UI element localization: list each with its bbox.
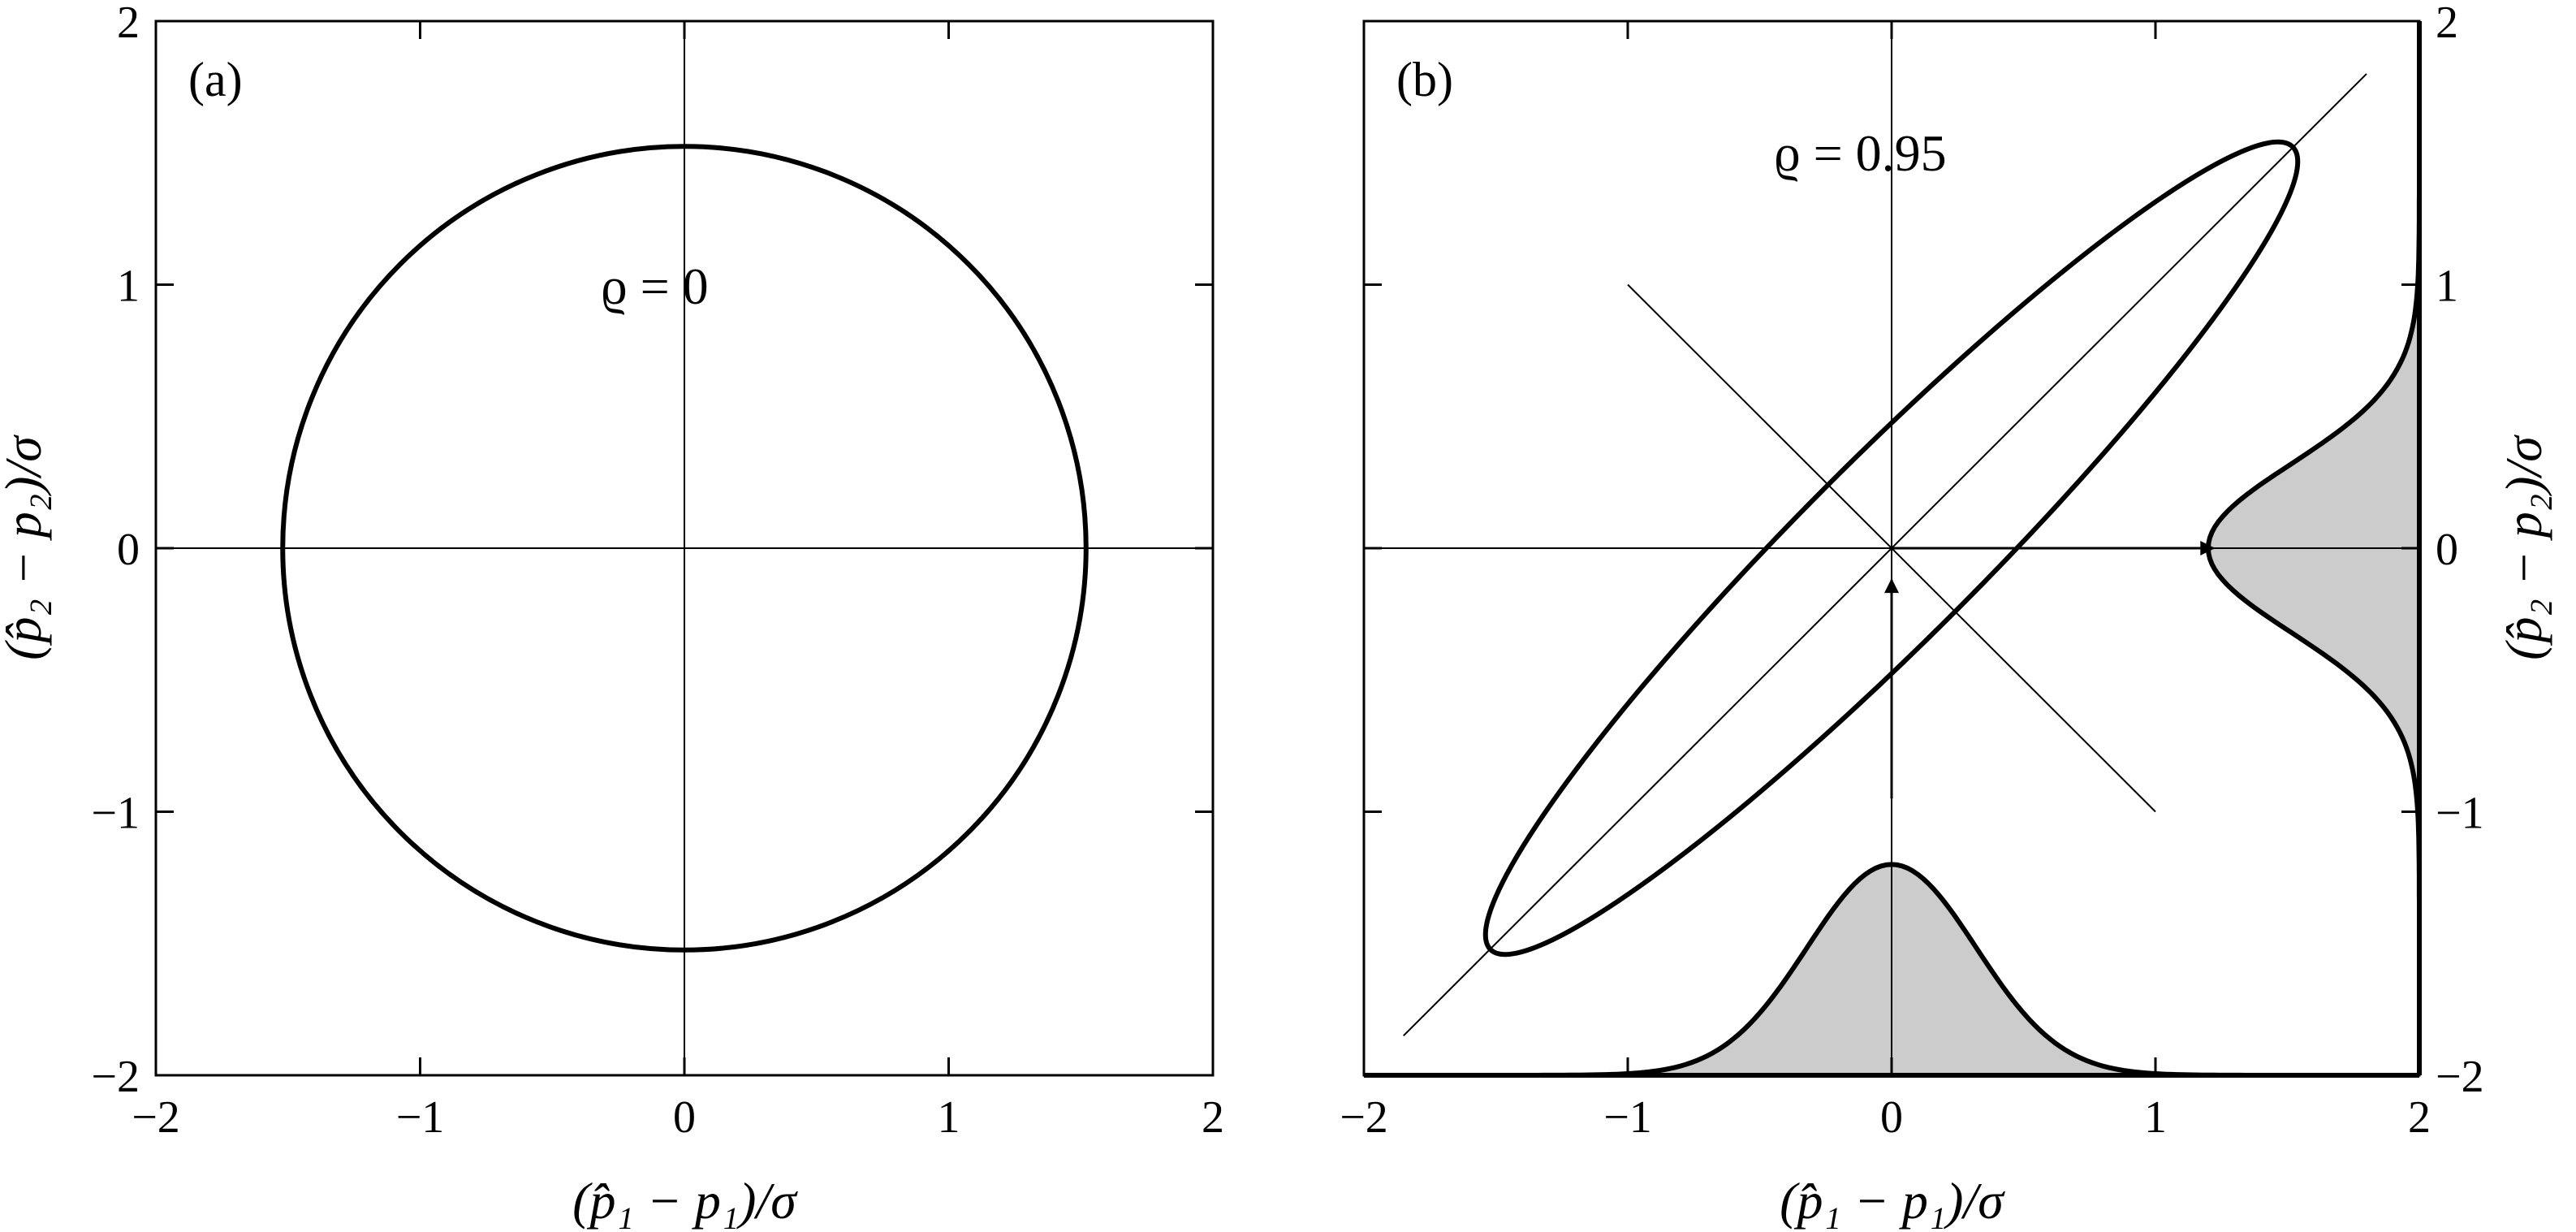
panel-a-x-axis-label: (p̂₁ − p₁)/σ bbox=[572, 1172, 798, 1230]
panel-a-y-tick-label: 1 bbox=[117, 262, 140, 312]
panel-b-y-tick-label: −2 bbox=[2436, 1052, 2484, 1102]
panel-a-y-axis-label: (p̂₂ − p₂)/σ bbox=[0, 434, 52, 660]
panel-a-x-tick-label: −2 bbox=[132, 1092, 180, 1143]
panel-b-y-tick-label: 0 bbox=[2436, 525, 2458, 575]
panel-b-principal-axis-major bbox=[1403, 73, 2367, 1037]
panel-b-x-tick-label: 1 bbox=[2144, 1092, 2167, 1143]
panel-b-y-tick-label: 2 bbox=[2436, 0, 2458, 48]
panel-a-circle-contour bbox=[280, 144, 1089, 953]
panel-b-x-tick-label: 0 bbox=[1880, 1092, 1903, 1143]
panel-b-rho-annotation: ϱ = 0.95 bbox=[1774, 124, 1947, 182]
panel-b-x-tick-label: −1 bbox=[1603, 1092, 1652, 1143]
panel-a: −2 −1 0 1 2 −2 −1 0 1 2 (a) ϱ = 0 (p̂₁ − p₁)/σ (p… bbox=[0, 0, 1224, 1230]
panel-b-x-axis-label: (p̂₁ − p₁)/σ bbox=[1780, 1172, 2005, 1230]
panel-b-ellipse-contour bbox=[1482, 139, 2301, 958]
panel-a-y-tick-label: 0 bbox=[117, 525, 140, 575]
panel-a-x-tick-label: 0 bbox=[673, 1092, 696, 1143]
panel-a-x-tick-label: 2 bbox=[1202, 1092, 1224, 1143]
panel-b-label: (b) bbox=[1396, 53, 1453, 106]
panel-b-x-tick-label: 2 bbox=[2408, 1092, 2431, 1143]
panel-b-y-axis-label: (p̂₂ − p₂)/σ bbox=[2495, 434, 2552, 660]
panel-a-y-tick-label: −2 bbox=[91, 1052, 140, 1102]
panel-a-y-tick-label: −1 bbox=[91, 789, 140, 839]
panel-a-x-tick-label: 1 bbox=[938, 1092, 960, 1143]
panel-a-x-tick-label: −1 bbox=[396, 1092, 445, 1143]
panel-a-rho-annotation: ϱ = 0 bbox=[601, 257, 709, 315]
panel-b-y-tick-label: 1 bbox=[2436, 262, 2458, 312]
panel-b-x-tick-label: −2 bbox=[1340, 1092, 1388, 1143]
panel-a-label: (a) bbox=[188, 53, 243, 106]
panel-a-ticks: −2 −1 0 1 2 −2 −1 0 1 2 bbox=[91, 0, 1224, 1143]
panel-a-y-tick-label: 2 bbox=[117, 0, 140, 48]
panel-b-y-tick-label: −1 bbox=[2436, 789, 2484, 839]
